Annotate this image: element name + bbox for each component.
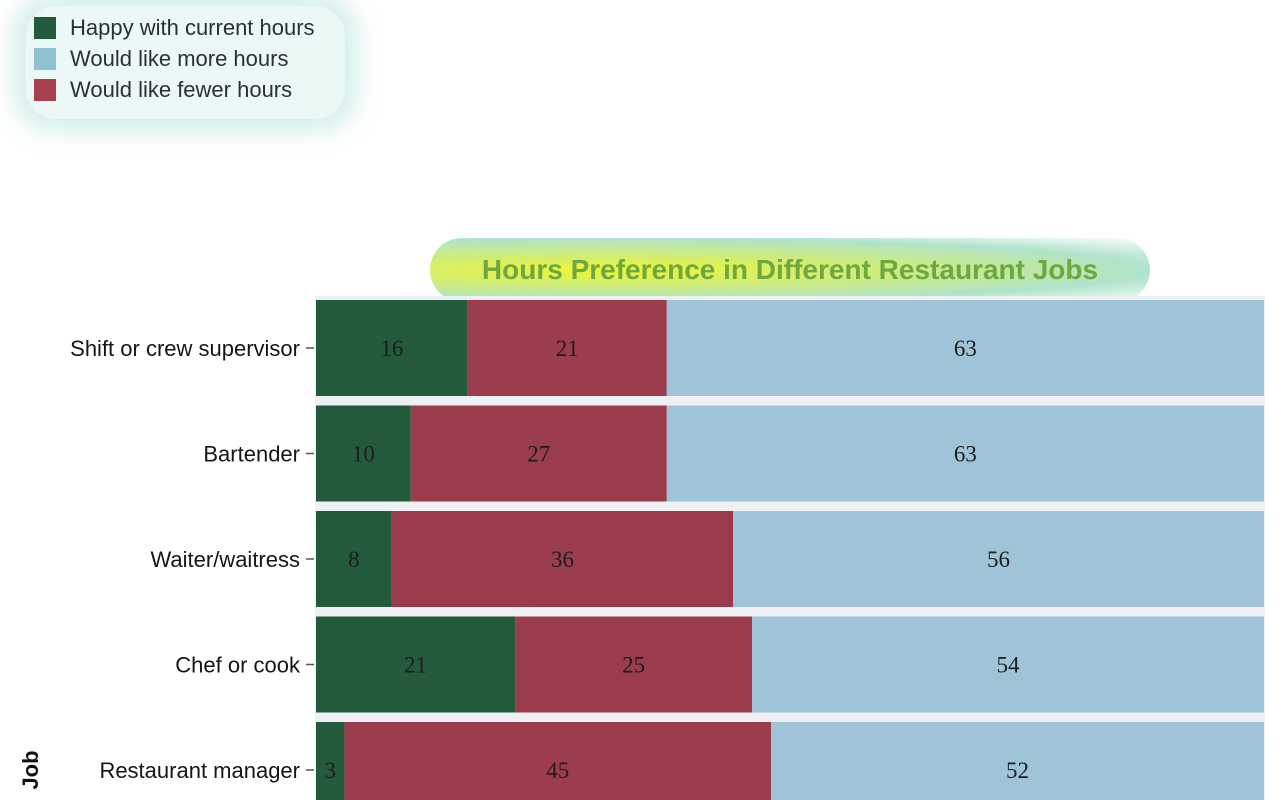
bar-value-label: 36 bbox=[551, 547, 574, 572]
bar-value-label: 56 bbox=[987, 547, 1010, 572]
bar-value-label: 16 bbox=[380, 336, 403, 361]
bar-segment-happy bbox=[316, 616, 516, 713]
chart-title: Hours Preference in Different Restaurant… bbox=[430, 238, 1150, 302]
bar-segment-happy bbox=[316, 300, 468, 396]
bar-segment-more bbox=[733, 511, 1264, 607]
y-tick-label: Chef or cook bbox=[175, 653, 301, 678]
y-tick-label: Restaurant manager bbox=[99, 758, 300, 783]
bar-value-label: 63 bbox=[954, 336, 977, 361]
legend-label-fewer: Would like fewer hours bbox=[70, 76, 293, 102]
bar-segment-more bbox=[752, 616, 1264, 713]
y-tick-label: Waiter/waitress bbox=[150, 547, 300, 572]
bar-segment-more bbox=[771, 722, 1264, 800]
legend-item-more: Would like more hours bbox=[34, 43, 315, 74]
bar-value-label: 25 bbox=[622, 653, 645, 678]
bar-segment-fewer bbox=[391, 511, 734, 607]
bar-segment-fewer bbox=[467, 300, 667, 396]
bar-value-label: 10 bbox=[352, 442, 375, 467]
bar-value-label: 52 bbox=[1006, 758, 1029, 783]
y-tick-label: Shift or crew supervisor bbox=[70, 336, 300, 361]
legend-swatch-more bbox=[34, 47, 56, 70]
legend-item-fewer: Would like fewer hours bbox=[34, 74, 315, 105]
bar-value-label: 54 bbox=[997, 653, 1021, 678]
bar-value-label: 21 bbox=[556, 336, 579, 361]
bar-segment-happy bbox=[316, 511, 392, 607]
bar-segment-more bbox=[666, 300, 1264, 396]
bar-segment-more bbox=[666, 405, 1264, 502]
bar-value-label: 45 bbox=[546, 758, 569, 783]
legend: Happy with current hours Would like more… bbox=[26, 6, 345, 119]
legend-swatch-happy bbox=[34, 16, 56, 39]
bar-value-label: 3 bbox=[324, 758, 336, 783]
legend-label-more: Would like more hours bbox=[70, 45, 289, 71]
bar-segment-fewer bbox=[410, 405, 667, 502]
y-tick-label: Bartender bbox=[203, 442, 300, 467]
bar-value-label: 63 bbox=[954, 442, 977, 467]
y-axis-title: Job bbox=[18, 750, 43, 789]
bar-segment-happy bbox=[316, 722, 345, 800]
legend-label-happy: Happy with current hours bbox=[70, 14, 315, 40]
legend-swatch-fewer bbox=[34, 78, 56, 101]
bar-value-label: 27 bbox=[527, 442, 550, 467]
bar-value-label: 8 bbox=[348, 547, 360, 572]
bar-segment-happy bbox=[316, 405, 411, 502]
legend-item-happy: Happy with current hours bbox=[34, 12, 315, 43]
bar-segment-fewer bbox=[515, 616, 753, 713]
bar-segment-fewer bbox=[344, 722, 772, 800]
bar-value-label: 21 bbox=[404, 653, 427, 678]
